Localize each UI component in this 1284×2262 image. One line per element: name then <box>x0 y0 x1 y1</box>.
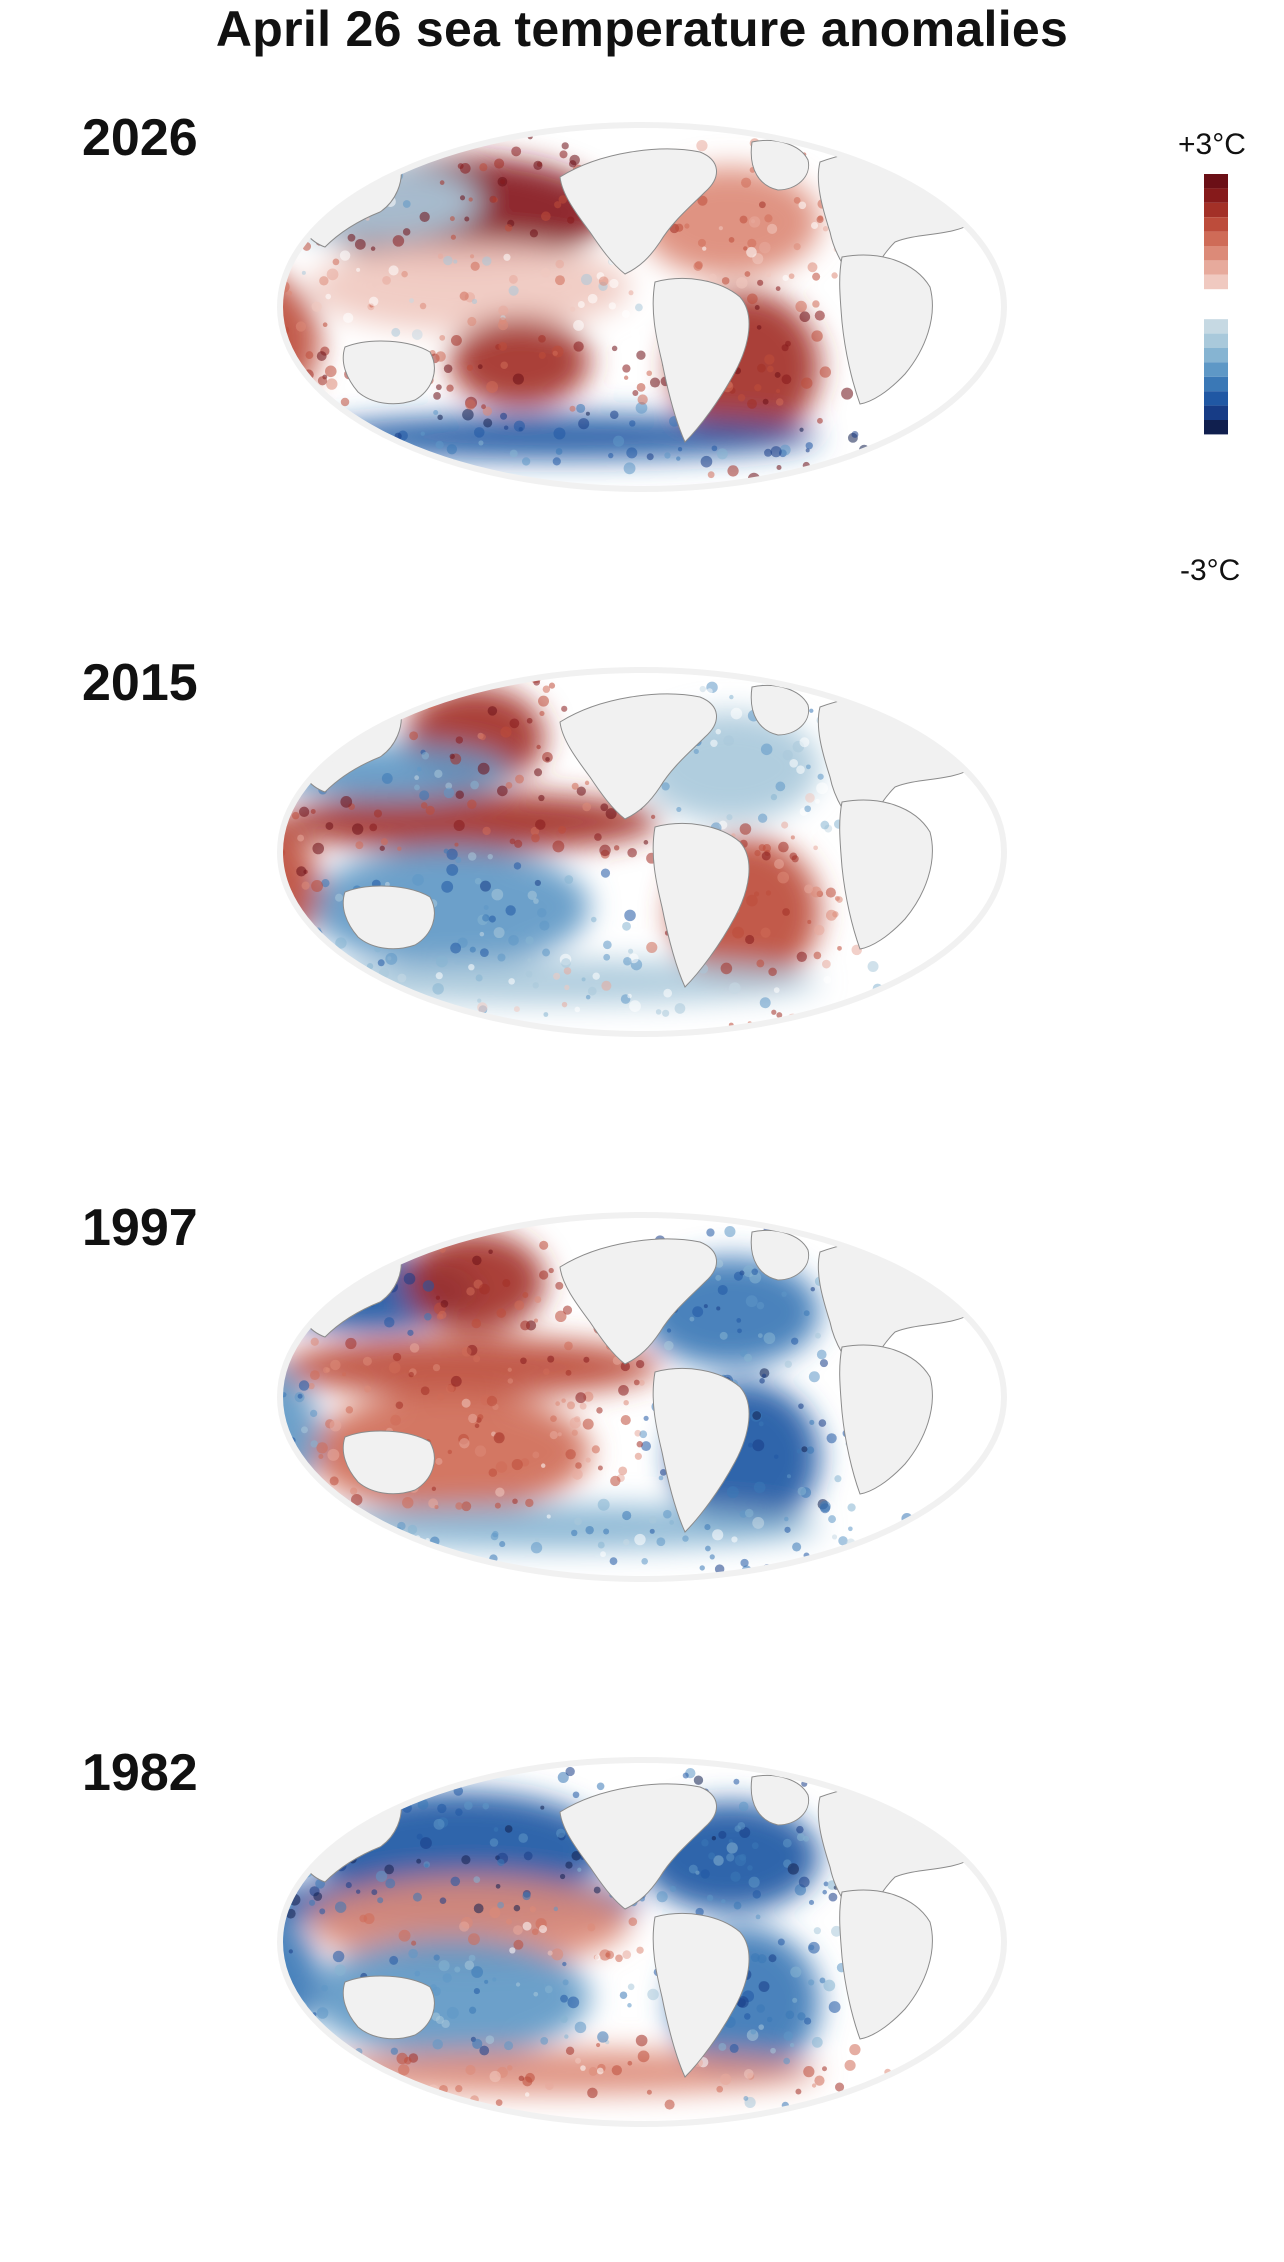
legend-warm-step <box>1204 202 1228 218</box>
year-label: 1982 <box>82 1744 198 1802</box>
world-map <box>277 1212 1007 1582</box>
legend-min-label: -3°C <box>1180 554 1241 587</box>
legend-cool-step <box>1204 405 1228 420</box>
anomaly-layer <box>280 127 997 489</box>
anomaly-layer <box>280 1216 997 1579</box>
anomaly-region-southeast-pacific <box>450 317 590 407</box>
map-frame <box>277 1212 1007 1582</box>
legend-cool-step <box>1204 391 1228 406</box>
legend-warm-step <box>1204 231 1228 246</box>
legend-warm-step <box>1204 174 1228 189</box>
legend-cool-step <box>1204 319 1228 334</box>
anomaly-region-central-pacific <box>310 242 630 332</box>
map-frame <box>277 667 1007 1037</box>
legend-cool-step <box>1204 376 1228 392</box>
world-map <box>277 667 1007 1037</box>
legend-warm-step <box>1204 188 1228 203</box>
anomaly-region-equatorial-pacific <box>280 1337 660 1397</box>
map-panel-2: 2015 <box>0 627 1284 1172</box>
map-panel-4: 1982 <box>0 1717 1284 2262</box>
legend-max-label: +3°C <box>1178 128 1246 161</box>
year-label: 2015 <box>82 654 198 712</box>
chart-title: April 26 sea temperature anomalies <box>215 1 1069 57</box>
legend-cool-step <box>1204 333 1228 348</box>
world-map <box>277 122 1007 492</box>
anomaly-region-equatorial-pacific <box>280 792 660 852</box>
map-frame <box>277 1757 1007 2127</box>
anomaly-region-north-pacific-band <box>280 744 510 800</box>
legend-cool-step <box>1204 348 1228 363</box>
map-panel-3: 1997 <box>0 1172 1284 1717</box>
anomaly-region-southern-ocean <box>300 960 820 1004</box>
legend-cool-step <box>1204 362 1228 377</box>
year-label: 1997 <box>82 1199 198 1257</box>
map-frame <box>277 122 1007 492</box>
year-label: 2026 <box>82 109 198 167</box>
anomaly-region-southern-ocean <box>300 2050 820 2094</box>
color-legend: +3°C -3°C <box>1170 128 1280 598</box>
anomaly-layer <box>280 1766 997 2124</box>
legend-cool-step <box>1204 420 1228 435</box>
map-panel-1: 2026 <box>0 82 1284 627</box>
legend-warm-step <box>1204 260 1228 275</box>
world-map <box>277 1757 1007 2127</box>
legend-warm-step <box>1204 274 1228 290</box>
legend-color-bar <box>1204 174 1228 435</box>
legend-warm-step <box>1204 217 1228 232</box>
legend-warm-step <box>1204 246 1228 261</box>
